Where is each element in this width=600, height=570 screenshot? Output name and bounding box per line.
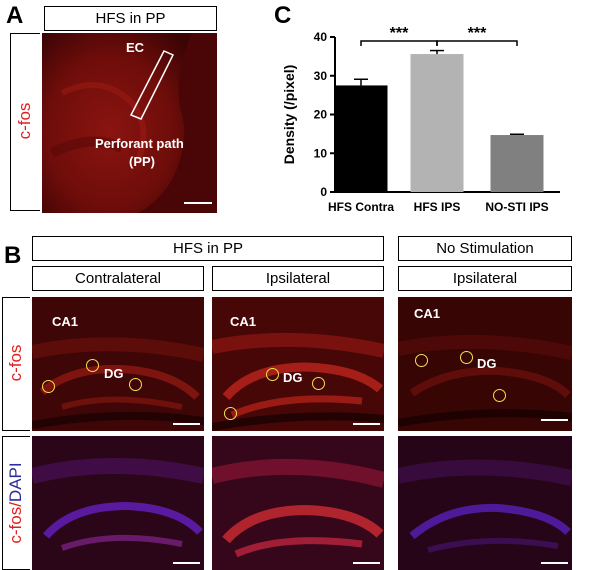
- ca1-label-contralateral: CA1: [52, 314, 79, 329]
- y-tick-label: 0: [320, 185, 327, 199]
- bar-no-sti-ips: [490, 135, 544, 192]
- panel-a-title: HFS in PP: [44, 6, 217, 31]
- micrograph-cfos-ipsilateral-nostim: [398, 297, 572, 431]
- row-label-cfos: c-fos: [6, 344, 25, 382]
- bar-hfs-ips: [410, 54, 464, 192]
- group-header-hfs: HFS in PP: [32, 236, 384, 261]
- scale-bar: [353, 423, 380, 425]
- scale-bar: [173, 562, 200, 564]
- column-header-ipsilateral-nostim: Ipsilateral: [398, 266, 572, 291]
- dg-label-contralateral: DG: [104, 366, 124, 381]
- micrograph-cfos-ipsilateral-hfs: [212, 297, 384, 431]
- significance-bracket: [436, 40, 518, 46]
- row-label-cfos-part: c-fos/: [6, 502, 25, 544]
- panel-a-row-box: [10, 33, 40, 211]
- roi-circle: [266, 368, 279, 381]
- micrograph-dapi-ipsilateral-nostim: [398, 436, 572, 570]
- roi-circle: [460, 351, 473, 364]
- roi-circle: [493, 389, 506, 402]
- panel-a-letter: A: [6, 2, 24, 29]
- category-label: HFS Contra: [328, 200, 394, 214]
- row-box-cfos: [2, 297, 30, 431]
- dg-label-ipsilateral: DG: [283, 370, 303, 385]
- y-tick-label: 30: [314, 69, 328, 83]
- micrograph-dapi-ipsilateral-hfs: [212, 436, 384, 570]
- roi-circle: [415, 354, 428, 367]
- pp-label-line1: Perforant path: [95, 136, 184, 151]
- row-label-dapi-part: DAPI: [6, 462, 25, 503]
- bar-hfs-contra: [334, 85, 388, 192]
- panel-a-row-label: c-fos: [15, 102, 34, 140]
- roi-circle: [86, 359, 99, 372]
- dg-label-nostim: DG: [477, 356, 497, 371]
- scale-bar: [541, 419, 568, 421]
- panel-a-image: [42, 33, 217, 213]
- ec-label: EC: [126, 40, 145, 55]
- roi-circle: [312, 377, 325, 390]
- micrograph-cfos-contralateral: [32, 297, 204, 431]
- ca1-label-ipsilateral: CA1: [230, 314, 257, 329]
- y-tick-label: 10: [314, 146, 328, 160]
- perforant-path-outline: [129, 50, 175, 120]
- column-header-ipsilateral-hfs: Ipsilateral: [212, 266, 384, 291]
- y-tick-label: 40: [314, 30, 328, 44]
- y-axis-label: Density (/pixel): [281, 65, 297, 165]
- roi-circle: [224, 407, 237, 420]
- density-bar-chart: 0 10 20 30 40 Density (/pixel) HFS Contra HFS I…: [281, 25, 560, 214]
- ca1-label-nostim: CA1: [414, 306, 441, 321]
- y-tick-label: 20: [314, 108, 328, 122]
- column-header-contralateral: Contralateral: [32, 266, 204, 291]
- category-label: NO-STI IPS: [485, 200, 548, 214]
- micrograph-dapi-contralateral: [32, 436, 204, 570]
- category-label: HFS IPS: [414, 200, 461, 214]
- roi-circle: [129, 378, 142, 391]
- panel-c-letter: C: [274, 2, 292, 29]
- roi-circle: [42, 380, 55, 393]
- significance-label: ***: [468, 25, 487, 42]
- pp-label-line2: (PP): [129, 154, 155, 169]
- scale-bar: [541, 562, 568, 564]
- panel-b-letter: B: [4, 242, 22, 269]
- significance-label: ***: [390, 25, 409, 42]
- scale-bar: [353, 562, 380, 564]
- group-header-nostim: No Stimulation: [398, 236, 572, 261]
- scale-bar: [173, 423, 200, 425]
- row-label-cfos-dapi: c-fos/DAPI: [6, 448, 26, 558]
- scale-bar-a: [184, 202, 212, 204]
